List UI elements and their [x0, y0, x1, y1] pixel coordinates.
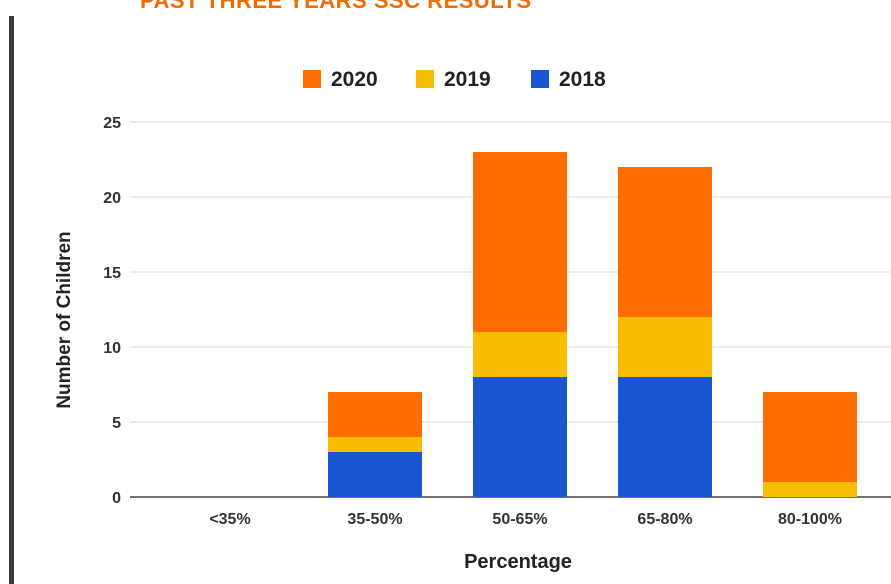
y-tick-label: 15	[103, 265, 121, 282]
legend-swatch-2019[interactable]	[416, 70, 434, 88]
bar-segment-2018[interactable]	[473, 377, 567, 497]
legend-swatch-2018[interactable]	[531, 70, 549, 88]
page-title: PAST THREE YEARS SSC RESULTS	[140, 0, 532, 13]
bar-segment-2018[interactable]	[618, 377, 712, 497]
legend[interactable]: 2020 2019 2018	[303, 68, 606, 91]
bar-segment-2020[interactable]	[618, 167, 712, 317]
x-tick-label: 65-80%	[637, 511, 692, 528]
bars	[328, 152, 857, 497]
legend-label-2019[interactable]: 2019	[444, 68, 491, 91]
x-axis-ticks: <35% 35-50% 50-65% 65-80% 80-100%	[209, 511, 842, 528]
bar-segment-2020[interactable]	[473, 152, 567, 332]
y-tick-label: 10	[103, 340, 121, 357]
bar-segment-2019[interactable]	[618, 317, 712, 377]
bar-segment-2019[interactable]	[763, 482, 857, 497]
bar-segment-2019[interactable]	[328, 437, 422, 452]
y-axis-label: Number of Children	[54, 231, 75, 408]
bar-segment-2020[interactable]	[763, 392, 857, 482]
x-tick-label: 50-65%	[492, 511, 547, 528]
legend-label-2020[interactable]: 2020	[331, 68, 378, 91]
left-divider	[9, 16, 14, 584]
x-tick-label: <35%	[209, 511, 250, 528]
x-tick-label: 80-100%	[778, 511, 842, 528]
y-tick-label: 0	[112, 490, 121, 507]
legend-swatch-2020[interactable]	[303, 70, 321, 88]
bar-segment-2020[interactable]	[328, 392, 422, 437]
y-axis-ticks: 0 5 10 15 20 25	[103, 115, 121, 507]
legend-label-2018[interactable]: 2018	[559, 68, 606, 91]
bar-segment-2018[interactable]	[328, 452, 422, 497]
x-tick-label: 35-50%	[347, 511, 402, 528]
y-tick-label: 25	[103, 115, 121, 132]
bar-segment-2019[interactable]	[473, 332, 567, 377]
x-axis-label: Percentage	[464, 551, 572, 573]
y-tick-label: 5	[112, 415, 121, 432]
y-tick-label: 20	[103, 190, 121, 207]
